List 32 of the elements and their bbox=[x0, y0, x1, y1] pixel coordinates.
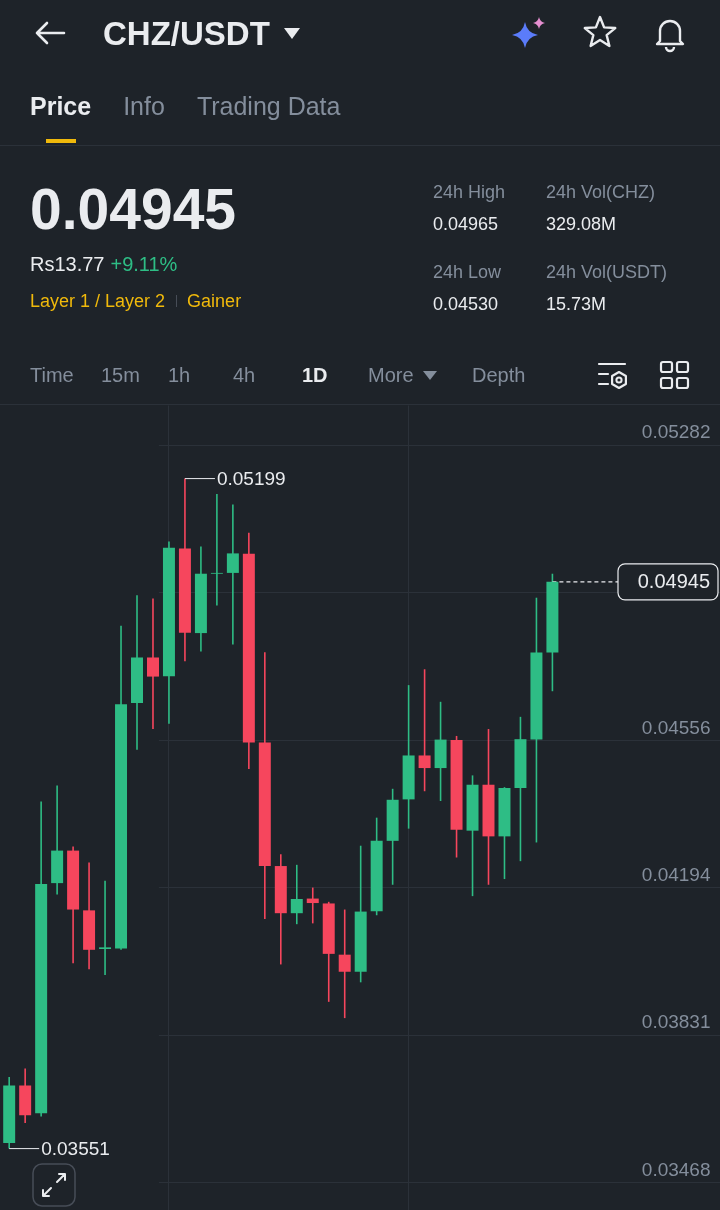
text: 24h Vol(USDT) bbox=[546, 262, 668, 282]
text: 329.08M bbox=[546, 214, 617, 234]
text: 15.73M bbox=[546, 294, 607, 314]
text: More bbox=[368, 364, 414, 386]
y-tick-label: 0.03468 bbox=[641, 1158, 711, 1180]
text: Depth bbox=[472, 364, 526, 386]
text: Price bbox=[30, 91, 92, 120]
text: CHZ/USDT bbox=[103, 14, 270, 52]
y-tick-label: 0.04556 bbox=[641, 716, 711, 738]
text: Gainer bbox=[187, 291, 242, 311]
text: 24h Vol(CHZ) bbox=[546, 182, 656, 202]
text: 4h bbox=[233, 364, 256, 386]
text: 0.04530 bbox=[433, 294, 499, 314]
text: 15m bbox=[101, 364, 140, 386]
text: Layer 1 / Layer 2 bbox=[30, 291, 166, 311]
text: Info bbox=[123, 91, 165, 120]
text: 24h Low bbox=[433, 262, 502, 282]
y-tick-label: 0.03831 bbox=[641, 1011, 711, 1033]
text: Rs13.77 bbox=[30, 253, 105, 275]
ref-line-label: 0.04945 bbox=[637, 569, 710, 592]
text: 0.04965 bbox=[433, 214, 499, 234]
y-tick-label: 0.05282 bbox=[641, 421, 711, 443]
text: 0.04945 bbox=[30, 176, 237, 241]
text: 1D bbox=[302, 364, 328, 386]
text: Trading Data bbox=[196, 91, 341, 120]
text: +9.11% bbox=[110, 253, 178, 275]
annotation: 0.03551 bbox=[41, 1137, 110, 1159]
annotation: 0.05199 bbox=[216, 467, 286, 489]
text: Time bbox=[30, 364, 74, 386]
text: 24h High bbox=[433, 182, 506, 202]
y-tick-label: 0.04194 bbox=[641, 863, 711, 885]
text: 1h bbox=[168, 364, 191, 386]
